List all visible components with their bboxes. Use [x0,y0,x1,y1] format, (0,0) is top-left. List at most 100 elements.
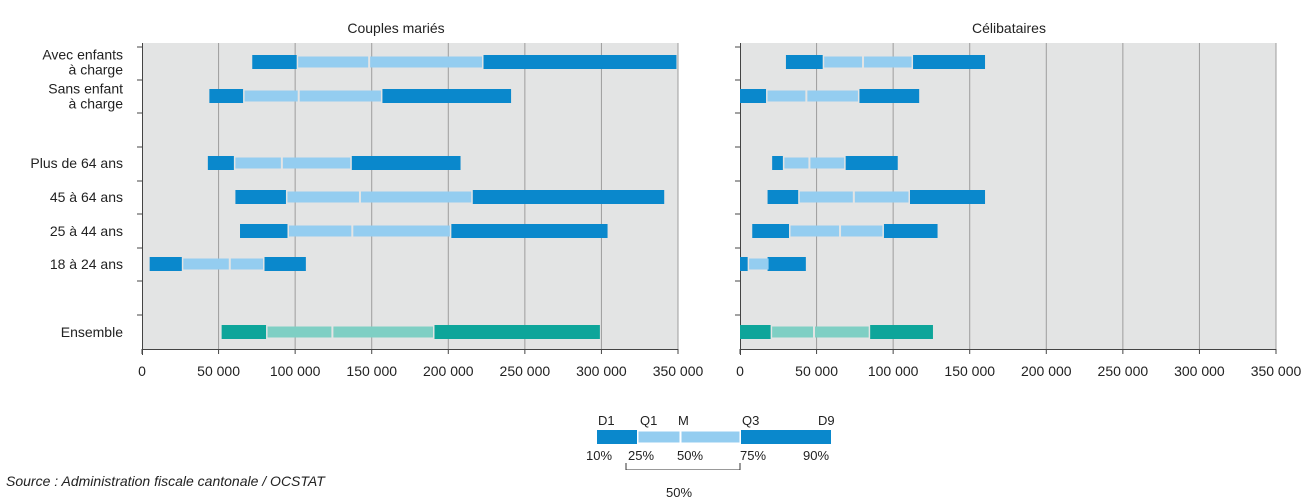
bar-median-q3 [353,225,450,237]
legend-bar-q3-d9 [741,430,831,444]
x-tick-label: 50 000 [795,363,838,379]
bar-q3-d9 [434,325,600,339]
bar-d1-q1 [207,156,234,170]
bar-q3-d9 [451,224,608,238]
x-tick-label: 350 000 [1251,363,1302,379]
bar-q1-median [749,258,769,270]
bar-median-q3 [282,157,351,169]
bar-q1-median [772,326,814,338]
category-label-line: Ensemble [61,324,123,340]
x-tick-label: 50 000 [197,363,240,379]
legend-bar-q1-median [638,431,680,443]
legend-quantile-label: D1 [598,413,615,428]
bar-median-q3 [370,56,483,68]
bar-q1-median [824,56,863,68]
bar-q3-d9 [859,89,920,103]
category-label-line: à charge [69,62,124,78]
category-label-line: à charge [69,96,124,112]
bar-d1-q1 [221,325,267,339]
legend-percent-label: 90% [803,448,829,463]
bar-d1-q1 [772,156,783,170]
legend-quantile-label: M [678,413,689,428]
bar-d1-q1 [767,190,799,204]
bar-d1-q1 [252,55,297,69]
legend-quantile-label: Q1 [640,413,657,428]
bar-q3-d9 [483,55,677,69]
bar-d1-q1 [209,89,244,103]
bar-d1-q1 [752,224,790,238]
bar-median-q3 [841,225,883,237]
bar-q3-d9 [767,257,806,271]
chart-figure: Couples mariés 0 50 000 100 000 150 000 200 0… [30,20,1302,470]
x-tick-label: 200 000 [423,363,474,379]
legend: D1 Q1 M Q3 D9 10% 25% 50% 75% 90% [586,413,835,470]
category-label: Sans enfant à charge [48,81,123,112]
bar-q3-d9 [472,190,665,204]
legend-span-label: 50% [666,485,692,500]
category-label-line: Plus de 64 ans [30,155,123,171]
bar-q1-median [183,258,229,270]
bar-median-q3 [815,326,869,338]
bar-median-q3 [333,326,434,338]
legend-percent-label: 10% [586,448,612,463]
x-tick-label: 250 000 [1098,363,1149,379]
bar-median-q3 [299,90,381,102]
bar-q3-d9 [909,190,986,204]
bar-q3-d9 [870,325,933,339]
bar-d1-q1 [149,257,182,271]
x-tick-label: 0 [736,363,744,379]
bar-q1-median [784,157,809,169]
bar-d1-q1 [740,89,767,103]
x-tick-label: 300 000 [576,363,627,379]
category-label-line: Sans enfant [48,81,123,97]
legend-quantile-label: Q3 [742,413,759,428]
legend-bracket [625,463,741,470]
x-tick-label: 300 000 [1174,363,1225,379]
source-note: Source : Administration fiscale cantonal… [6,473,325,489]
category-label: 25 à 44 ans [50,223,123,239]
category-label-line: 45 à 64 ans [50,189,123,205]
bar-median-q3 [854,191,909,203]
legend-bar-d1-q1 [597,430,637,444]
bar-median-q3 [864,56,912,68]
x-tick-label: 250 000 [500,363,551,379]
bar-q1-median [288,225,352,237]
bar-d1-q1 [235,190,286,204]
category-label: Avec enfants à charge [42,47,123,78]
bar-q1-median [267,326,332,338]
legend-quantile-label: D9 [818,413,835,428]
category-label-line: 25 à 44 ans [50,223,123,239]
panel-couples-maries: Couples mariés 0 50 000 100 000 150 000 200 0… [30,20,703,379]
legend-percent-label: 25% [628,448,654,463]
x-tick-label: 150 000 [346,363,397,379]
legend-bar-median-q3 [681,431,740,443]
legend-percent-label: 75% [740,448,766,463]
bar-d1-q1 [240,224,288,238]
bar-q1-median [298,56,369,68]
bar-q3-d9 [913,55,986,69]
x-tick-label: 100 000 [270,363,321,379]
category-label: 18 à 24 ans [50,256,123,272]
bar-q1-median [235,157,281,169]
bar-median-q3 [230,258,264,270]
bar-q1-median [287,191,359,203]
bar-d1-q1 [740,325,771,339]
category-label: Plus de 64 ans [30,155,123,171]
category-label: 45 à 64 ans [50,189,123,205]
bar-q1-median [790,225,840,237]
x-tick-label: 350 000 [653,363,704,379]
x-tick-label: 200 000 [1021,363,1072,379]
category-label-line: Avec enfants [42,47,123,63]
bar-q3-d9 [845,156,898,170]
bar-d1-q1 [785,55,823,69]
legend-percent-label: 50% [677,448,703,463]
x-tick-label: 0 [138,363,146,379]
bar-median-q3 [807,90,858,102]
bar-q3-d9 [883,224,938,238]
bar-q3-d9 [351,156,461,170]
legend-span-area: 50% [666,485,692,500]
panel-celibataires: Célibataires 0 50 000 100 000 150 000 200 000… [735,20,1302,379]
bar-q3-d9 [382,89,512,103]
bar-q1-median [799,191,853,203]
bar-q1-median [767,90,806,102]
